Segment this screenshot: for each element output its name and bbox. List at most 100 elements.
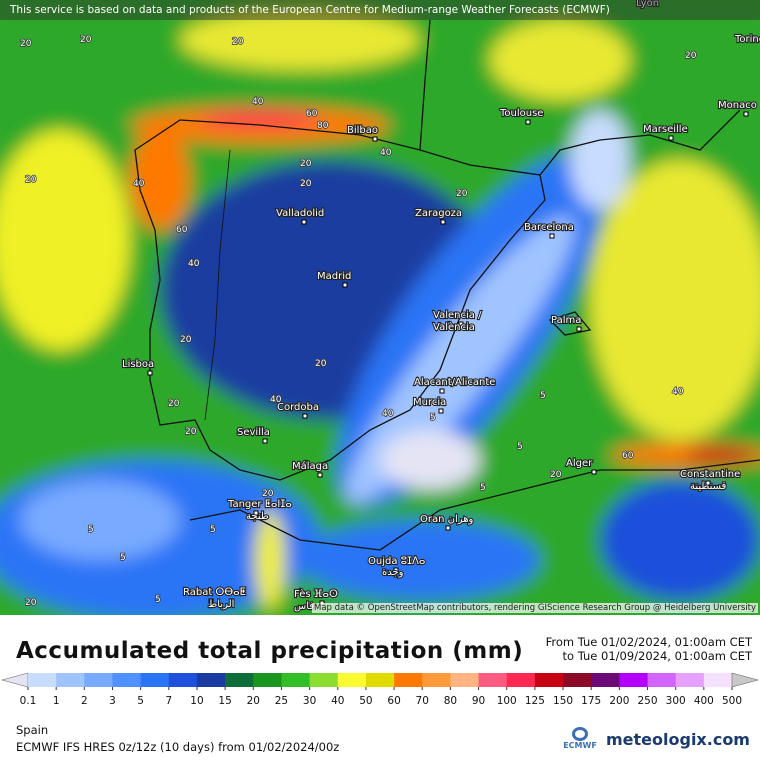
city-marker	[705, 480, 711, 486]
city-marker	[445, 525, 451, 531]
scale-label: 50	[359, 695, 372, 707]
city-label: طنجة	[246, 511, 269, 522]
contour-label: 20	[25, 175, 37, 185]
contour-label: 5	[517, 442, 523, 452]
contour-label: 20	[300, 179, 312, 189]
contour-label: 20	[456, 189, 468, 199]
date-to: to Tue 01/09/2024, 01:00am CET	[562, 649, 752, 663]
banner-bg	[0, 0, 760, 20]
city-marker	[440, 219, 446, 225]
scale-label: 15	[218, 695, 231, 707]
contour-label: 20	[180, 335, 192, 345]
contour-label: 5	[210, 525, 216, 535]
city-label: Bilbao	[347, 125, 378, 136]
city-label: Tanger ⵟⴰⵏⵊⴰ	[227, 499, 292, 510]
scale-label: 300	[666, 695, 686, 707]
city-label: Constantine	[680, 469, 740, 480]
bar-segment	[478, 673, 508, 687]
city-label: Marseille	[643, 124, 688, 135]
bar-arrow-right	[731, 672, 759, 688]
contour-label: 60	[306, 109, 318, 119]
contour-label: 40	[270, 395, 282, 405]
contour-label: 5	[430, 413, 436, 423]
map: Lyon Torino Monaco Marseille Toulouse Bilbao V…	[0, 0, 760, 615]
contour-label: 20	[80, 35, 92, 45]
contour-label: 5	[155, 595, 161, 605]
city-label: Alger	[566, 458, 593, 469]
model-run: ECMWF IFS HRES 0z/12z (10 days) from 01/…	[16, 740, 340, 754]
date-from: From Tue 01/02/2024, 01:00am CET	[545, 635, 752, 649]
scale-label: 3	[109, 695, 116, 707]
brand: meteologix.com	[606, 730, 750, 749]
contour-label: 60	[622, 451, 634, 461]
contour-label: 20	[168, 399, 180, 409]
city-label: Torino	[734, 34, 760, 45]
city-marker	[253, 510, 259, 516]
bar-segment	[422, 673, 451, 687]
city-marker	[302, 413, 308, 419]
scale-label: 30	[303, 695, 316, 707]
contour-label: 20	[685, 51, 697, 61]
bar-segment	[309, 673, 339, 687]
city-label: Barcelona	[524, 222, 574, 233]
bar-segment	[112, 673, 142, 687]
contour-label: 20	[25, 598, 37, 608]
bar-segment	[225, 673, 254, 687]
city-marker	[439, 388, 445, 394]
color-bar: 0.1 1 2 3 5 7 10 15 20 25 30 40 50 60 70 80 90 100 125 150 1…	[1, 672, 759, 707]
city-label: Rabat ⵔⴱⴰⵟ	[183, 587, 246, 598]
legend-title: Accumulated total precipitation (mm)	[16, 638, 524, 664]
city-label: Málaga	[292, 460, 328, 472]
bar-segment	[506, 673, 536, 687]
contour-label: 40	[188, 259, 200, 269]
city-marker	[458, 321, 464, 327]
scale-label: 1	[53, 695, 60, 707]
scale-label: 400	[694, 695, 714, 707]
scale-label: 25	[275, 695, 288, 707]
city-label: Cordoba	[277, 402, 319, 413]
scale-label: 250	[637, 695, 657, 707]
city-marker	[525, 119, 531, 125]
scale-label: 70	[416, 695, 429, 707]
city-label: وجدة	[382, 567, 404, 578]
contour-label: 40	[672, 387, 684, 397]
city-label: Oujda ⵓⵊⴷⴰ	[368, 556, 425, 567]
city-marker	[342, 282, 348, 288]
contour-label: 20	[20, 39, 32, 49]
bar-segment	[394, 673, 423, 687]
region: Spain	[16, 723, 49, 737]
contour-label: 40	[380, 148, 392, 158]
contour-label: 20	[185, 427, 197, 437]
city-label: Lyon	[636, 0, 659, 9]
city-label: Alacant/Alicante	[414, 377, 495, 388]
scale-label: 100	[497, 695, 517, 707]
contour-label: 40	[252, 97, 264, 107]
scale-label: 5	[137, 695, 144, 707]
bar-segment	[253, 673, 282, 687]
date-range: From Tue 01/02/2024, 01:00am CET to Tue …	[546, 635, 752, 663]
scale-label: 125	[525, 695, 545, 707]
contour-label: 5	[88, 525, 94, 535]
contour-label: 80	[317, 121, 329, 131]
city-label: قسنطينة	[690, 481, 727, 492]
bar-segment	[450, 673, 480, 687]
city-marker	[549, 233, 555, 239]
bar-segment	[703, 673, 733, 687]
bar-segment	[534, 673, 564, 687]
city-label: فاس	[294, 601, 314, 612]
city-marker	[372, 136, 378, 142]
scale-label: 175	[581, 695, 601, 707]
city-marker	[262, 438, 268, 444]
bar-segment	[675, 673, 705, 687]
bar-segment	[563, 673, 592, 687]
city-label: Zaragoza	[415, 208, 462, 219]
city-marker	[208, 598, 214, 604]
scale-label: 20	[247, 695, 260, 707]
city-marker	[301, 219, 307, 225]
bar-segment	[591, 673, 620, 687]
contour-label: 40	[133, 179, 145, 189]
scale-label: 500	[722, 695, 742, 707]
contour-label: 40	[382, 409, 394, 419]
bar-arrow-left	[1, 672, 29, 688]
